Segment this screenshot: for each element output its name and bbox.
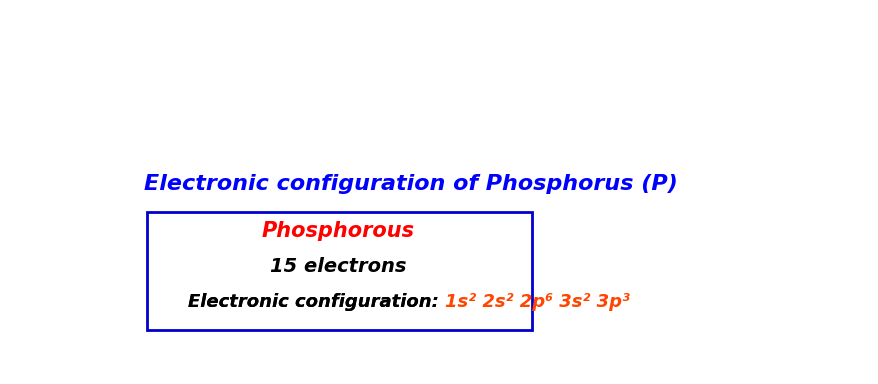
Text: Electronic configuration of Phosphorus (P): Electronic configuration of Phosphorus (… [144,174,677,194]
Text: Electronic configuration:: Electronic configuration: [188,293,445,311]
Text: Electronic configuration:: Electronic configuration: [188,293,445,311]
Text: 1s² 2s² 2p⁶ 3s² 3p³: 1s² 2s² 2p⁶ 3s² 3p³ [445,293,630,311]
Text: 15 electrons: 15 electrons [270,257,406,276]
Text: Phosphorous: Phosphorous [262,221,414,241]
